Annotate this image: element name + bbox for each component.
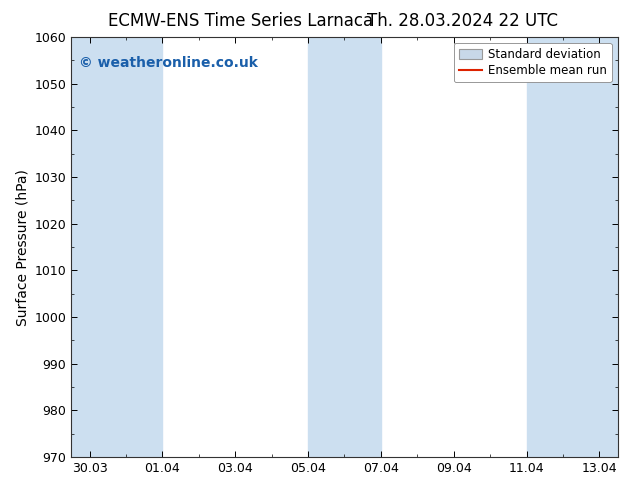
Legend: Standard deviation, Ensemble mean run: Standard deviation, Ensemble mean run bbox=[454, 43, 612, 82]
Bar bbox=[308, 37, 381, 457]
Text: Th. 28.03.2024 22 UTC: Th. 28.03.2024 22 UTC bbox=[367, 12, 559, 30]
Bar bbox=[526, 37, 618, 457]
Text: ECMW-ENS Time Series Larnaca: ECMW-ENS Time Series Larnaca bbox=[108, 12, 373, 30]
Bar bbox=[71, 37, 162, 457]
Y-axis label: Surface Pressure (hPa): Surface Pressure (hPa) bbox=[15, 169, 29, 325]
Text: © weatheronline.co.uk: © weatheronline.co.uk bbox=[79, 56, 259, 70]
